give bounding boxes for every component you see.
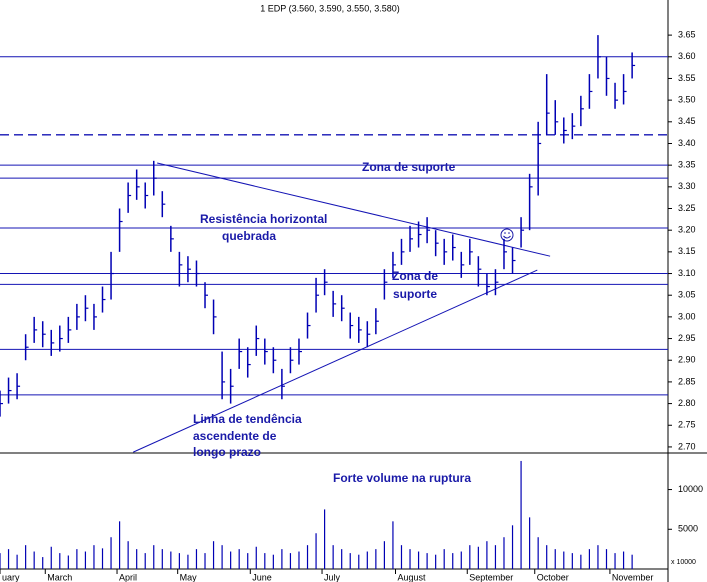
chart-title: 1 EDP (3.560, 3.590, 3.550, 3.580) [260,3,399,13]
y-tick-label: 3.10 [678,268,696,278]
axis-note: x 10000 [671,559,696,566]
x-tick-label: uary [2,572,20,582]
annotation: ascendente de [193,429,277,443]
y-tick-label: 3.00 [678,311,696,321]
x-tick-label: July [324,572,341,582]
y-tick-label: 2.75 [678,420,696,430]
y-tick-label: 3.45 [678,116,696,126]
y-tick-label: 2.70 [678,441,696,451]
smiley-eye [508,232,510,234]
y-tick-label: 3.40 [678,138,696,148]
y-tick-label: 3.55 [678,73,696,83]
smiley-mouth [503,235,511,239]
x-tick-label: August [398,572,427,582]
annotation: Resistência horizontal [200,212,327,226]
y-tick-label: 3.25 [678,203,696,213]
trendline [157,162,551,257]
y-tick-label: 3.65 [678,29,696,39]
y-tick-label: 3.35 [678,160,696,170]
y-tick-label: 3.60 [678,51,696,61]
y-tick-label: 5000 [678,524,698,534]
y-tick-label: 3.05 [678,290,696,300]
y-tick-label: 2.95 [678,333,696,343]
x-tick-label: October [537,572,569,582]
x-tick-label: May [180,572,198,582]
annotation: quebrada [222,229,276,243]
x-tick-label: April [119,572,137,582]
x-tick-label: March [47,572,72,582]
y-tick-label: 3.15 [678,246,696,256]
x-tick-label: September [469,572,513,582]
smiley-eye [504,232,506,234]
y-tick-label: 2.80 [678,398,696,408]
y-tick-label: 3.20 [678,225,696,235]
y-tick-label: 2.85 [678,376,696,386]
annotation: Zona de [392,269,438,283]
x-tick-label: November [612,572,654,582]
annotation: longo prazo [193,445,261,459]
annotation: Linha de tendência [193,412,302,426]
annotation: Zona de suporte [362,160,456,174]
trendline [133,269,538,453]
y-tick-label: 2.90 [678,355,696,365]
annotation: suporte [393,287,437,301]
y-tick-label: 10000 [678,484,703,494]
x-tick-label: June [252,572,272,582]
y-tick-label: 3.30 [678,181,696,191]
annotation: Forte volume na ruptura [333,471,471,485]
smiley [500,228,514,242]
y-tick-label: 3.50 [678,95,696,105]
